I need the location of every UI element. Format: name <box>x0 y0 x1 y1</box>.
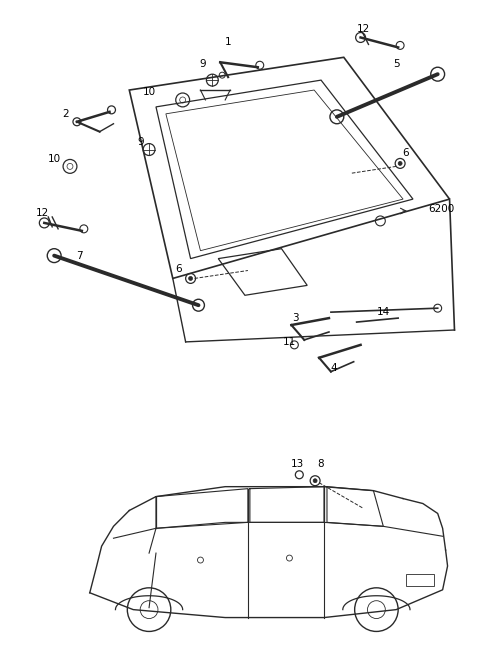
Text: 6: 6 <box>403 148 409 158</box>
Text: 1: 1 <box>225 38 231 48</box>
Text: 12: 12 <box>36 208 49 218</box>
Text: 5: 5 <box>393 59 399 69</box>
Text: 9: 9 <box>199 59 206 69</box>
Circle shape <box>313 478 317 482</box>
Text: 10: 10 <box>143 87 156 97</box>
Text: 3: 3 <box>292 313 299 323</box>
Text: 7: 7 <box>77 251 83 261</box>
Circle shape <box>398 162 402 166</box>
Text: 13: 13 <box>291 459 304 469</box>
Text: 9: 9 <box>138 137 144 147</box>
Text: 2: 2 <box>63 109 69 119</box>
Text: 12: 12 <box>357 24 370 34</box>
Text: 10: 10 <box>48 154 61 164</box>
Text: 8: 8 <box>318 459 324 469</box>
Text: 11: 11 <box>283 337 296 347</box>
Text: 14: 14 <box>377 307 390 317</box>
Text: 4: 4 <box>331 363 337 373</box>
Circle shape <box>189 277 192 280</box>
Text: 6: 6 <box>175 263 182 273</box>
Text: 6200: 6200 <box>428 204 454 214</box>
